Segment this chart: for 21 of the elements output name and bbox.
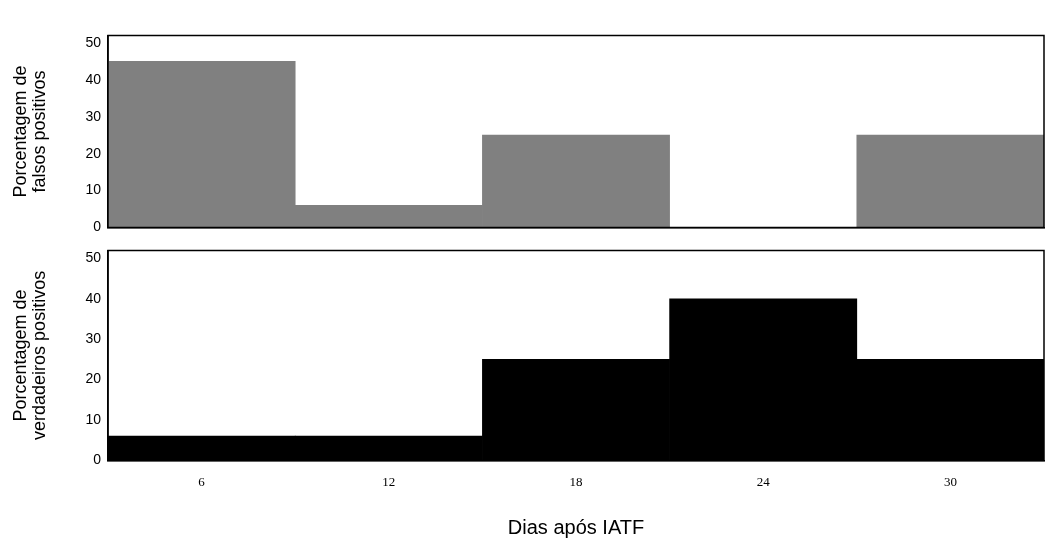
- x-tick-label: 30: [943, 473, 957, 489]
- y-tick-label: 10: [85, 181, 102, 198]
- y-tick-label: 20: [85, 144, 102, 161]
- x-tick-label: 12: [382, 473, 396, 489]
- y-tick-label: 30: [85, 107, 102, 124]
- y-tick-label: 50: [85, 249, 102, 266]
- x-tick-label: 6: [198, 473, 206, 489]
- y-tick-label: 0: [93, 218, 102, 235]
- x-tick-label: 24: [756, 473, 771, 489]
- x-axis-title: Dias após IATF: [507, 515, 645, 538]
- y-tick-label: 50: [85, 33, 102, 50]
- y-tick-label: 30: [85, 330, 102, 347]
- y-axis-title: Porcentagem de falsos positivos: [10, 65, 50, 198]
- y-axis-title: Porcentagem de verdadeiros positivos: [10, 270, 50, 440]
- y-tick-label: 20: [85, 370, 102, 387]
- y-tick-label: 0: [93, 451, 102, 468]
- bar: [856, 134, 1044, 228]
- x-tick-label: 18: [569, 473, 583, 489]
- y-tick-label: 10: [85, 410, 102, 427]
- y-tick-label: 40: [85, 289, 102, 306]
- y-tick-label: 40: [85, 70, 102, 87]
